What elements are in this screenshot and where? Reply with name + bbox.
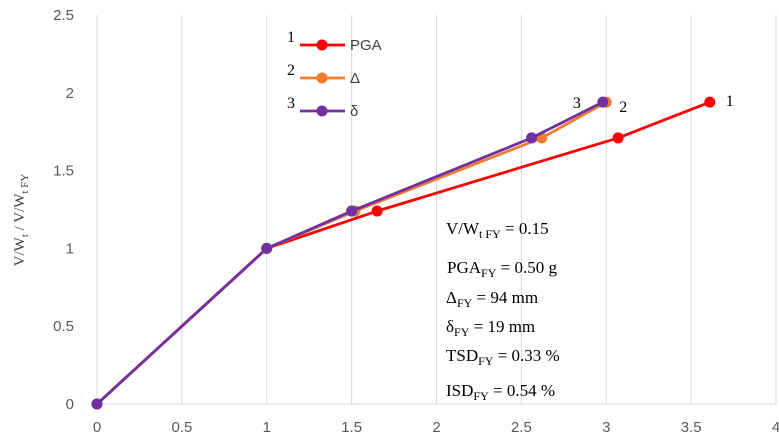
legend-number-2: 3	[287, 95, 295, 112]
line-label-1: 2	[619, 99, 627, 116]
y-tick-label-0: 0	[66, 396, 74, 413]
x-tick-label-7: 3.5	[681, 419, 702, 436]
series-2-point-0	[91, 398, 103, 410]
x-tick-label-4: 2	[432, 419, 440, 436]
gridlines	[96, 15, 777, 405]
x-tick-label-8: 4	[772, 419, 779, 436]
y-tick-label-1: 0.5	[53, 318, 74, 335]
annotation-1: PGAFY = 0.50 g	[447, 258, 557, 280]
line-label-2: 1	[726, 93, 734, 110]
x-tick-label-6: 3	[602, 419, 610, 436]
line-end-labels: 3 2 1	[573, 93, 734, 116]
x-tick-label-3: 1.5	[341, 419, 362, 436]
series-2-point-2	[346, 205, 358, 217]
legend-marker-1	[316, 72, 328, 84]
x-tick-label-2: 1	[263, 419, 271, 436]
y-tick-label-5: 2.5	[53, 7, 74, 24]
x-tick-labels: 0 0.5 1 1.5 2 2.5 3 3.5 4	[93, 419, 779, 436]
line-label-0: 3	[573, 95, 581, 112]
annotation-4: TSDFY = 0.33 %	[446, 346, 560, 368]
x-tick-label-0: 0	[93, 419, 101, 436]
legend-marker-2	[316, 105, 328, 117]
series-0-point-4	[704, 96, 716, 108]
series-0-point-3	[612, 132, 624, 144]
legend-label-1: Δ	[350, 70, 360, 87]
legend-marker-0	[316, 39, 328, 51]
legend: 1 PGA 2 Δ 3 δ	[287, 29, 382, 120]
legend-label-0: PGA	[350, 37, 382, 54]
y-tick-label-4: 2	[66, 85, 74, 102]
parameter-annotations: V/Wt FY = 0.15 PGAFY = 0.50 g ΔFY = 94 mm…	[446, 219, 560, 403]
annotation-5: ISDFY = 0.54 %	[446, 381, 555, 403]
series-2-point-1	[261, 242, 273, 254]
annotation-2: ΔFY = 94 mm	[446, 288, 538, 310]
series-line-0	[96, 100, 711, 406]
y-tick-label-3: 1.5	[53, 163, 74, 180]
legend-number-0: 1	[287, 29, 295, 46]
y-tick-labels: 0 0.5 1 1.5 2 2.5	[53, 7, 74, 413]
legend-label-2: δ	[350, 103, 358, 120]
series-2-point-4	[597, 96, 609, 108]
series-lines	[91, 96, 716, 410]
annotation-0: V/Wt FY = 0.15	[446, 219, 549, 241]
x-tick-label-5: 2.5	[511, 419, 532, 436]
series-2-point-3	[526, 132, 538, 144]
series-0-point-2	[371, 205, 383, 217]
y-tick-label-2: 1	[66, 240, 74, 257]
legend-number-1: 2	[287, 62, 295, 79]
annotation-3: δFY = 19 mm	[446, 317, 535, 339]
y-axis-label: V/Wt / V/Wt FY	[12, 174, 31, 267]
x-tick-label-1: 0.5	[171, 419, 192, 436]
